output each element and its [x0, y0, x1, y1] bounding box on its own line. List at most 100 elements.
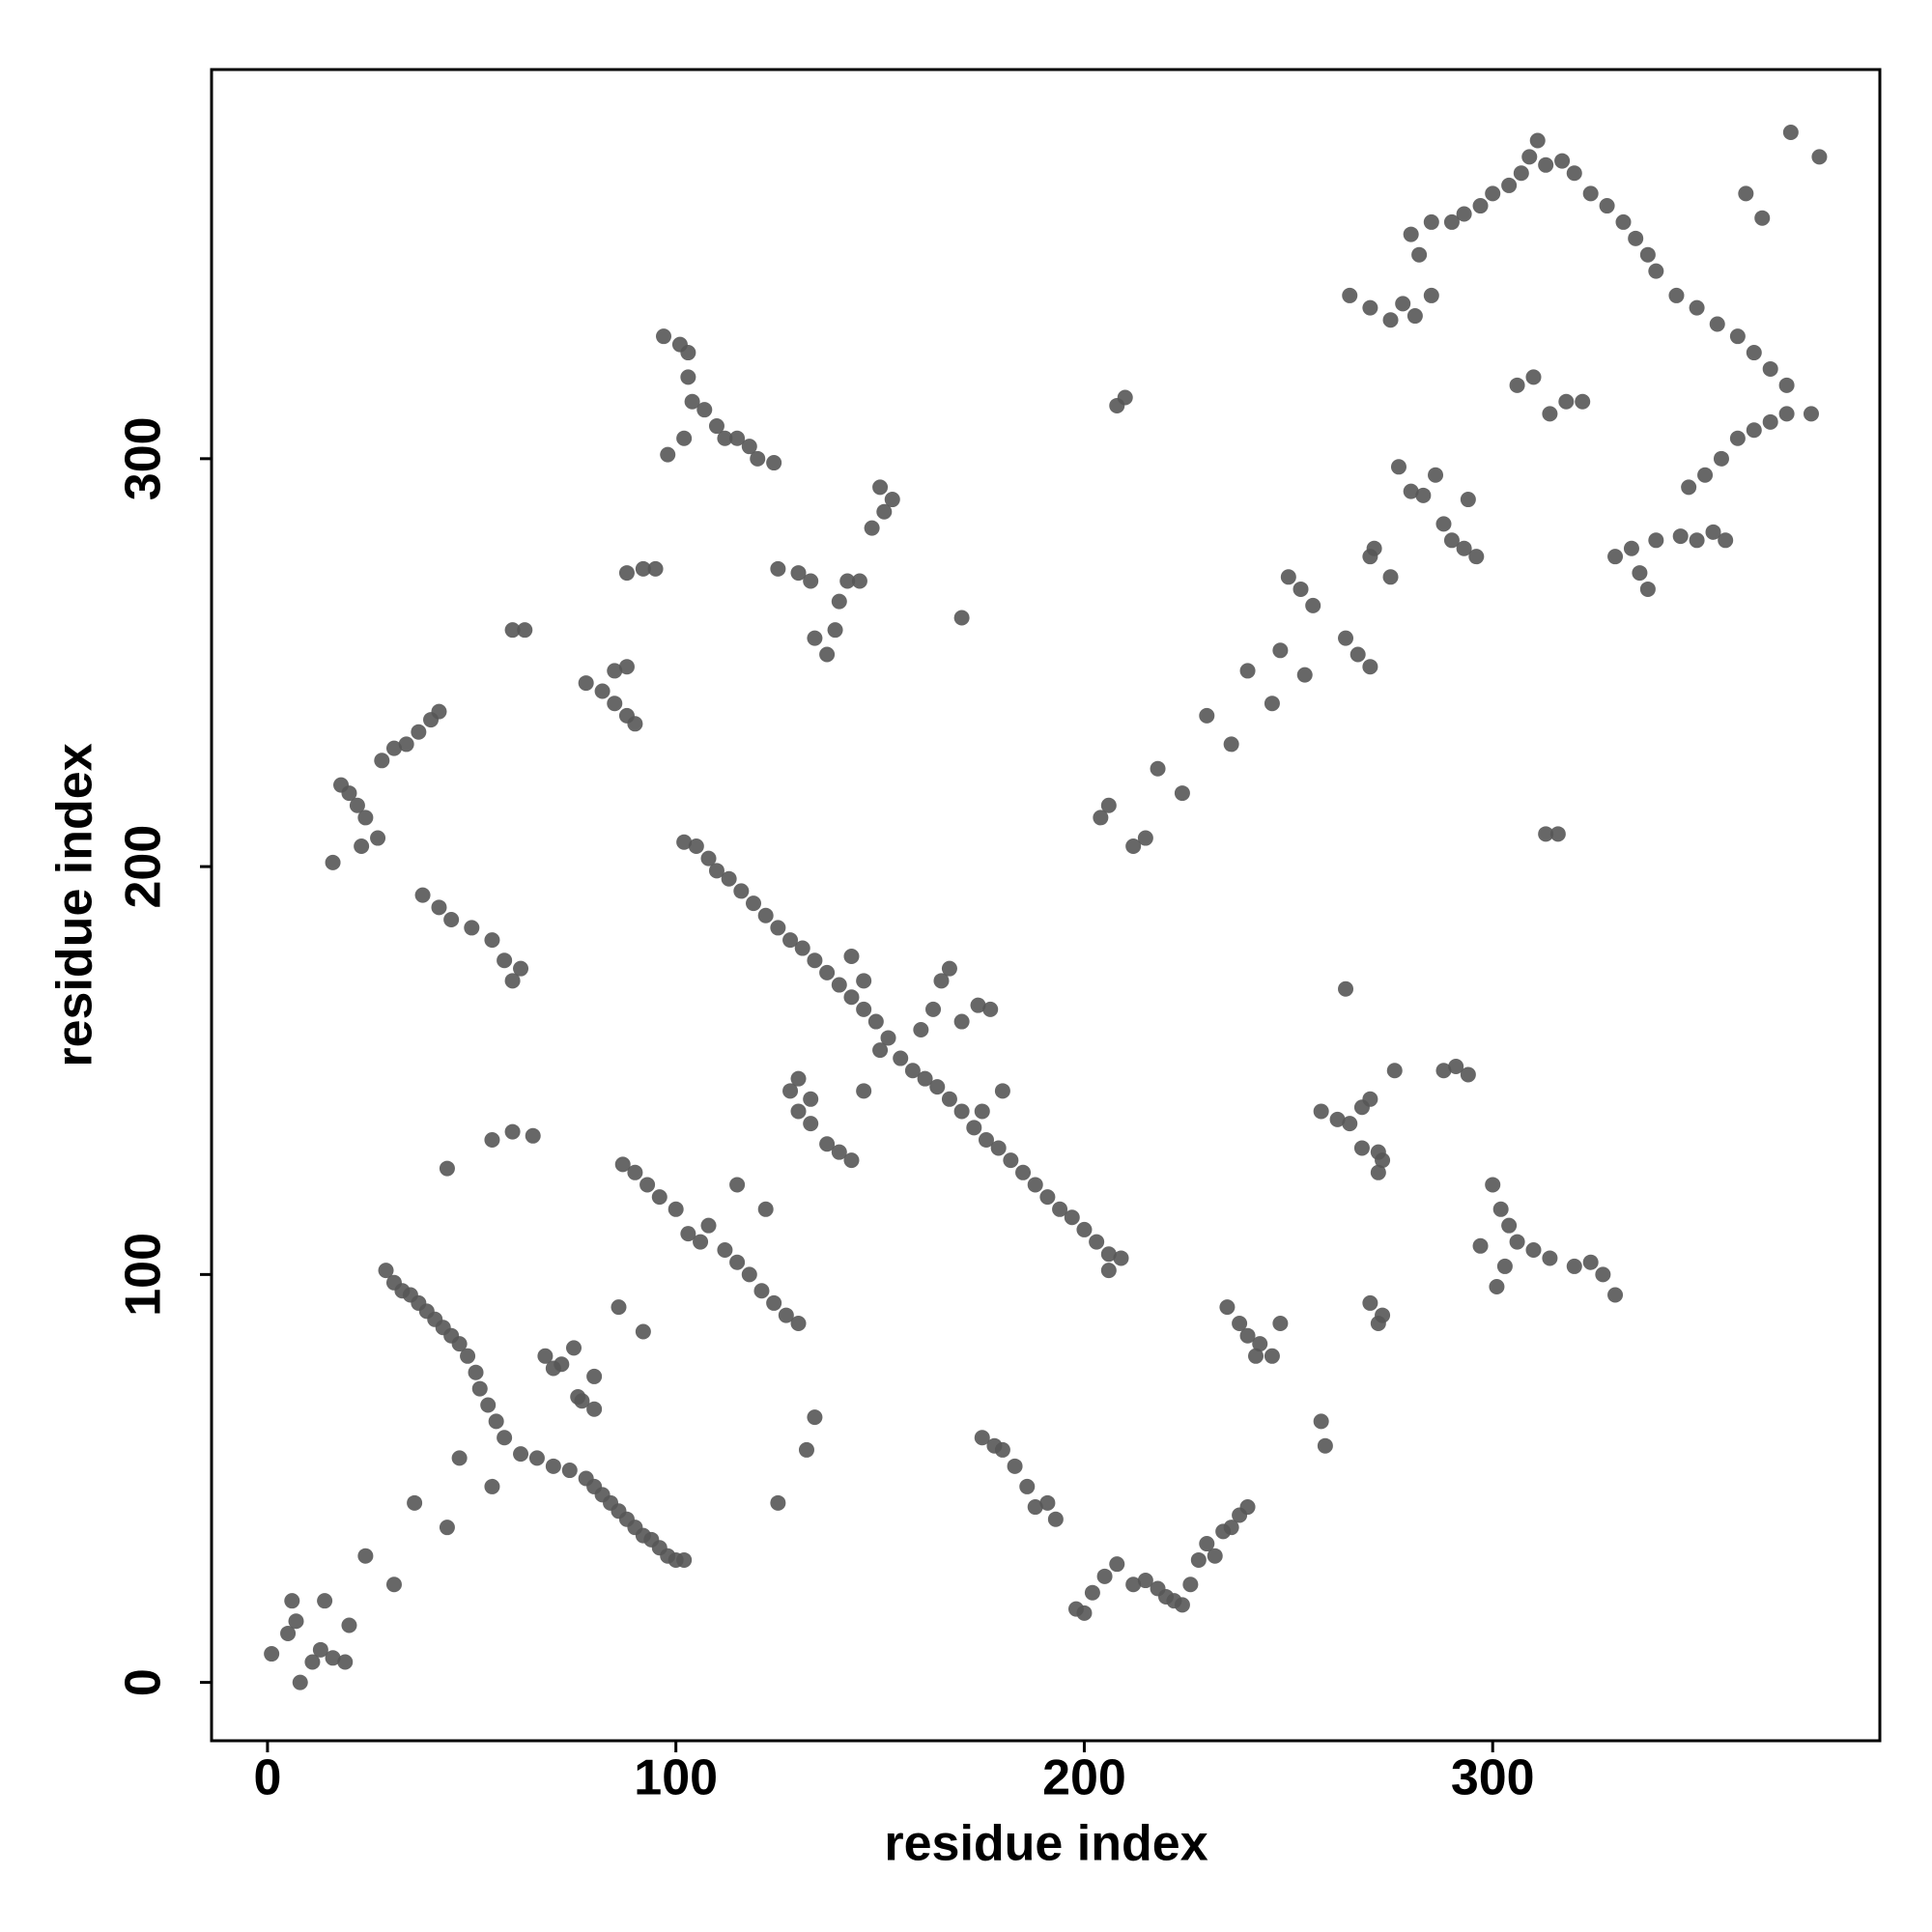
point: [1566, 1258, 1582, 1274]
point: [1538, 156, 1554, 173]
point: [1109, 1556, 1125, 1573]
point: [1803, 406, 1819, 422]
x-tick-label: 100: [634, 1750, 718, 1806]
point: [668, 1201, 684, 1217]
point: [451, 1336, 468, 1352]
point: [627, 1164, 643, 1180]
point: [696, 402, 713, 418]
y-tick-label: 0: [116, 1668, 172, 1696]
point: [807, 1409, 823, 1426]
point: [1423, 287, 1439, 303]
point: [1252, 1336, 1268, 1352]
point: [554, 1356, 570, 1373]
point: [1370, 1164, 1386, 1180]
point: [819, 646, 836, 663]
point: [1718, 532, 1734, 549]
point: [1639, 246, 1656, 263]
point: [1076, 1221, 1093, 1237]
point: [1313, 1103, 1329, 1120]
point: [337, 1654, 354, 1670]
point: [1729, 328, 1746, 345]
point: [1362, 1294, 1378, 1311]
point: [1015, 1164, 1032, 1180]
point: [627, 716, 643, 732]
point: [1395, 296, 1411, 312]
point: [504, 973, 521, 989]
point: [411, 724, 427, 740]
point: [807, 630, 823, 646]
point: [317, 1593, 333, 1609]
point: [565, 1340, 582, 1356]
point: [1709, 316, 1725, 332]
point: [1084, 1584, 1100, 1601]
point: [618, 659, 635, 675]
point: [1125, 838, 1142, 854]
point: [1362, 299, 1378, 316]
point: [1174, 785, 1190, 802]
point: [1705, 524, 1721, 540]
point: [782, 1083, 799, 1099]
point: [525, 1127, 541, 1144]
point: [982, 1001, 999, 1017]
point: [586, 1401, 603, 1417]
point: [1366, 540, 1382, 556]
point: [488, 1413, 504, 1430]
point: [1280, 569, 1296, 585]
point: [1150, 760, 1166, 777]
point: [1558, 393, 1575, 410]
point: [1492, 1201, 1509, 1217]
point: [484, 932, 500, 949]
point: [1485, 185, 1501, 202]
point: [680, 345, 696, 361]
point: [933, 973, 950, 989]
point: [1575, 393, 1591, 410]
point: [856, 1001, 872, 1017]
point: [839, 573, 856, 589]
point: [1428, 467, 1444, 483]
point: [484, 1132, 500, 1149]
point: [431, 703, 447, 720]
point: [357, 1548, 374, 1564]
point: [721, 870, 737, 887]
point: [1317, 1437, 1333, 1454]
point: [1223, 736, 1239, 753]
y-tick-label: 200: [116, 825, 172, 909]
point: [1113, 1250, 1129, 1266]
point: [651, 1189, 668, 1206]
point: [468, 1364, 484, 1380]
point: [1472, 1237, 1489, 1254]
point: [1599, 198, 1615, 214]
point: [856, 1083, 872, 1099]
point: [1472, 198, 1489, 214]
point: [994, 1441, 1010, 1458]
point: [741, 1266, 757, 1283]
point: [790, 1316, 807, 1332]
point: [831, 1144, 847, 1160]
point: [1182, 1577, 1199, 1593]
point: [688, 838, 704, 854]
point: [1538, 826, 1554, 842]
point: [1264, 696, 1280, 712]
point: [460, 1348, 476, 1364]
point: [750, 450, 766, 467]
point: [1039, 1494, 1056, 1511]
point: [782, 932, 799, 949]
point: [497, 952, 513, 969]
point: [1456, 206, 1472, 222]
point: [517, 622, 533, 639]
point: [288, 1613, 304, 1630]
point: [1746, 422, 1762, 439]
point: [504, 1123, 521, 1140]
x-tick-label: 0: [253, 1750, 281, 1806]
point: [753, 1283, 770, 1299]
point: [843, 948, 860, 964]
point: [618, 565, 635, 582]
point: [1746, 345, 1762, 361]
point: [1190, 1551, 1207, 1568]
point: [561, 1463, 578, 1479]
point: [1342, 287, 1358, 303]
point: [1329, 1111, 1346, 1127]
point: [1513, 165, 1529, 182]
